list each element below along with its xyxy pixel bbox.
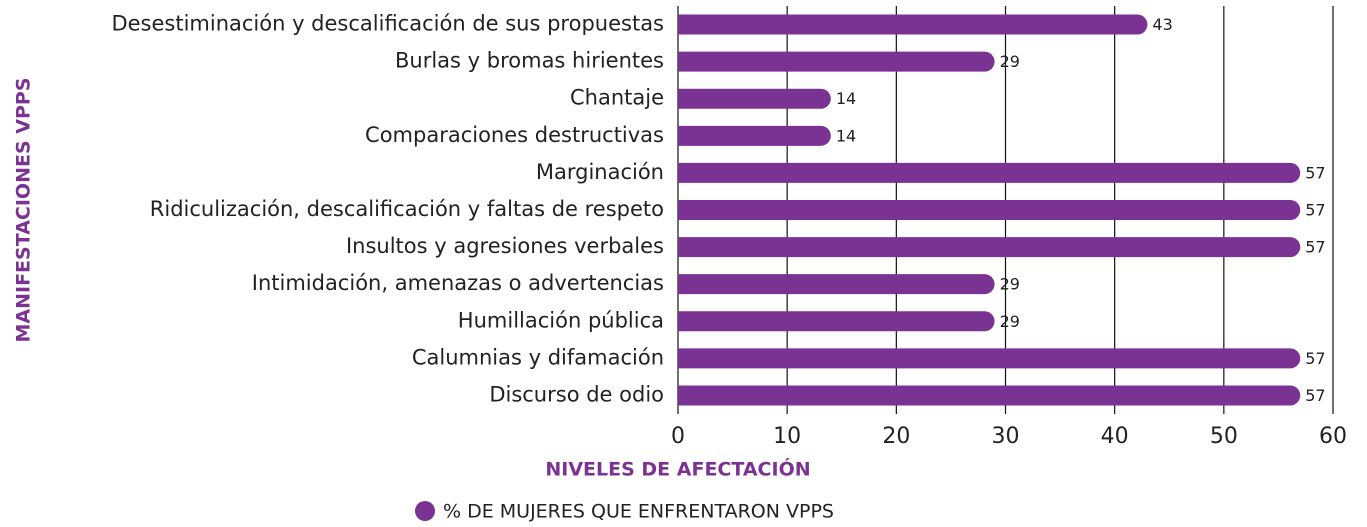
value-label: 29 — [1000, 312, 1020, 331]
value-label: 43 — [1152, 15, 1172, 34]
value-label: 14 — [836, 89, 856, 108]
value-label: 14 — [836, 126, 856, 145]
y-tick-label: Ridiculización, descalificación y faltas… — [150, 197, 664, 221]
bar — [678, 51, 995, 72]
bar — [678, 237, 1301, 258]
y-tick-label: Insultos y agresiones verbales — [346, 234, 664, 258]
value-label: 57 — [1305, 201, 1325, 220]
legend-marker — [415, 501, 435, 521]
y-tick-label: Desestiminación y descalificación de sus… — [111, 12, 664, 36]
value-label: 57 — [1305, 163, 1325, 182]
y-tick-label: Chantaje — [570, 86, 664, 110]
x-tick-label: 20 — [882, 424, 910, 449]
legend-label: % DE MUJERES QUE ENFRENTARON VPPS — [443, 501, 834, 523]
bar — [678, 88, 831, 109]
bar — [678, 274, 995, 295]
x-tick-label: 40 — [1101, 424, 1129, 449]
y-tick-label: Marginación — [536, 160, 664, 184]
y-tick-label: Burlas y bromas hirientes — [395, 49, 664, 73]
bar — [678, 14, 1148, 35]
x-tick-label: 60 — [1319, 424, 1347, 449]
value-label: 29 — [1000, 52, 1020, 71]
y-tick-label: Discurso de odio — [489, 382, 664, 406]
x-tick-label: 50 — [1210, 424, 1238, 449]
x-tick-label: 0 — [671, 424, 685, 449]
value-label: 57 — [1305, 349, 1325, 368]
x-tick-label: 10 — [773, 424, 801, 449]
y-axis-title: MANIFESTACIONES VPPS — [13, 78, 35, 343]
bar — [678, 125, 831, 146]
x-axis-title: NIVELES DE AFECTACIÓN — [545, 457, 810, 481]
bar — [678, 348, 1301, 369]
y-tick-label: Intimidación, amenazas o advertencias — [252, 271, 664, 295]
x-tick-label: 30 — [992, 424, 1020, 449]
y-tick-label: Calumnias y difamación — [412, 345, 664, 369]
value-label: 57 — [1305, 238, 1325, 257]
bar — [678, 162, 1301, 183]
value-label: 29 — [1000, 275, 1020, 294]
bar — [678, 200, 1301, 220]
y-tick-label: Comparaciones destructivas — [365, 123, 664, 147]
value-label: 57 — [1305, 386, 1325, 405]
bar — [678, 311, 995, 332]
y-tick-label: Humillación pública — [458, 308, 664, 332]
bar — [678, 385, 1301, 406]
